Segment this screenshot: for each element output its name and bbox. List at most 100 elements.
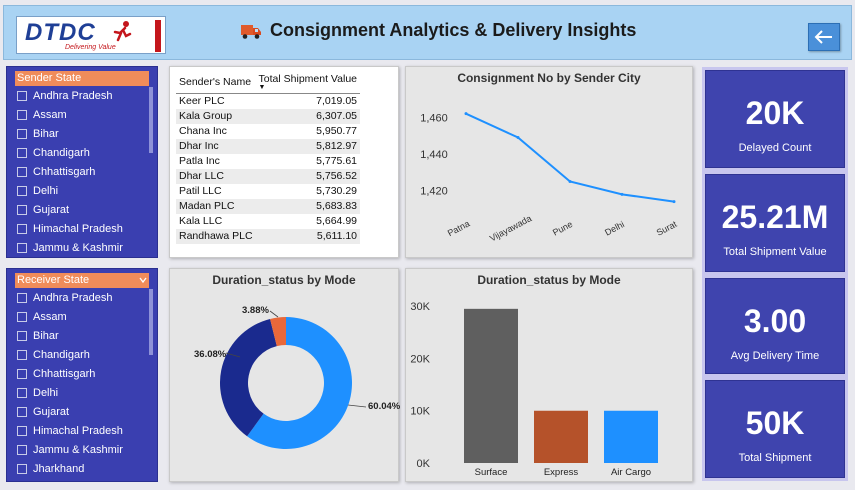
slicer-item[interactable]: Chandigarh [7, 143, 157, 162]
arrow-left-icon [814, 30, 832, 44]
checkbox[interactable] [17, 147, 27, 158]
line-chart: 1,420 1,440 1,460 Patna Vijayawada Pune Delhi S… [420, 112, 679, 244]
checkbox[interactable] [17, 463, 27, 474]
donut-slice[interactable] [219, 318, 277, 437]
sender-name-cell: Patil LLC [179, 185, 222, 197]
checkbox[interactable] [17, 349, 27, 360]
checkbox[interactable] [17, 387, 27, 398]
checkbox[interactable] [17, 185, 27, 196]
sender-name-cell: Randhawa PLC [176, 228, 256, 244]
slicer-item[interactable]: Delhi [7, 181, 157, 200]
receiver-scrollbar[interactable] [149, 289, 153, 355]
y-tick-label: 0K [417, 458, 431, 470]
y-tick-label: 30K [410, 301, 430, 313]
slicer-item-label: Assam [33, 310, 67, 323]
table-row[interactable]: Patil LLC 5,730.29 [176, 184, 360, 199]
shipment-value-cell: 5,730.29 [316, 185, 357, 197]
table-row[interactable]: Dhar Inc 5,812.97 [176, 138, 360, 154]
checkbox[interactable] [17, 128, 27, 139]
slicer-item-label: Gujarat [33, 203, 70, 216]
slicer-item[interactable]: Bihar [7, 124, 157, 143]
checkbox[interactable] [17, 368, 27, 379]
bar[interactable] [464, 308, 518, 463]
slicer-item[interactable]: Chandigarh [7, 345, 157, 364]
y-tick-label: 1,460 [420, 112, 448, 124]
line-point[interactable] [672, 200, 676, 204]
checkbox[interactable] [17, 223, 27, 234]
checkbox[interactable] [17, 444, 27, 455]
sender-name-cell: Dhar Inc [176, 138, 256, 154]
slicer-item[interactable]: Jharkhand [7, 459, 157, 478]
bar[interactable] [604, 410, 658, 463]
sender-scrollbar[interactable] [149, 87, 153, 153]
table-row[interactable]: Kala Group 6,307.05 [176, 108, 360, 124]
checkbox[interactable] [17, 311, 27, 322]
table-row[interactable]: Randhawa PLC 5,611.10 [176, 228, 360, 244]
slicer-item[interactable]: Andhra Pradesh [7, 86, 157, 105]
slicer-item[interactable]: Assam [7, 105, 157, 124]
back-button[interactable] [808, 23, 840, 51]
kpi-label: Total Shipment [738, 452, 812, 464]
slicer-item-label: Bihar [33, 127, 59, 140]
slicer-item[interactable]: Chhattisgarh [7, 364, 157, 383]
table-row[interactable]: Keer PLC 7,019.05 [176, 94, 360, 109]
line-point[interactable] [620, 192, 624, 196]
line-point[interactable] [464, 112, 468, 116]
donut-data-label: 36.08% [194, 349, 227, 360]
table-row[interactable]: Madan PLC 5,683.83 [176, 198, 360, 214]
line-point[interactable] [568, 180, 572, 183]
table-row[interactable]: Chana Inc 5,950.77 [176, 124, 360, 139]
receiver-state-header[interactable]: Receiver State [15, 273, 149, 288]
sender-state-header[interactable]: Sender State [15, 71, 149, 86]
slicer-item[interactable]: Andhra Pradesh [7, 288, 157, 307]
col-total-shipment-value[interactable]: Total Shipment Value ▼ [255, 71, 360, 94]
line-chart-card: Consignment No by Sender City 1,420 1,440… [405, 66, 693, 258]
sender-name-cell: Chana Inc [179, 125, 227, 137]
sort-desc-icon: ▼ [258, 84, 266, 91]
x-tick-label: Patna [446, 218, 471, 238]
slicer-item-label: Andhra Pradesh [33, 291, 113, 304]
checkbox[interactable] [17, 292, 27, 303]
shipment-value-cell: 5,756.52 [255, 168, 360, 184]
receiver-state-list: Andhra Pradesh Assam Bihar Chandigarh Chhatt… [7, 288, 157, 478]
checkbox[interactable] [17, 330, 27, 341]
checkbox[interactable] [17, 166, 27, 177]
slicer-item[interactable]: Himachal Pradesh [7, 219, 157, 238]
checkbox[interactable] [17, 109, 27, 120]
slicer-item[interactable]: Delhi [7, 383, 157, 402]
shipment-value-cell: 5,775.61 [316, 155, 357, 167]
slicer-item[interactable]: Himachal Pradesh [7, 421, 157, 440]
checkbox[interactable] [17, 90, 27, 101]
slicer-item[interactable]: Assam [7, 307, 157, 326]
col-sender-name[interactable]: Sender's Name [176, 71, 256, 94]
chevron-down-icon[interactable] [139, 276, 147, 284]
table-row[interactable]: Dhar LLC 5,756.52 [176, 168, 360, 184]
slicer-item[interactable]: Bihar [7, 326, 157, 345]
line-point[interactable] [516, 136, 520, 139]
sender-name-cell: Keer PLC [179, 95, 225, 108]
y-tick-label: 1,420 [420, 186, 448, 198]
donut-slice[interactable] [247, 317, 352, 449]
receiver-state-slicer: Receiver State Andhra Pradesh Assam Bihar C… [6, 268, 158, 482]
checkbox[interactable] [17, 425, 27, 436]
bar[interactable] [534, 410, 588, 463]
checkbox[interactable] [17, 242, 27, 253]
slicer-item[interactable]: Gujarat [7, 402, 157, 421]
line-series[interactable] [465, 112, 675, 203]
checkbox[interactable] [17, 204, 27, 215]
table-row[interactable]: Patla Inc 5,775.61 [176, 154, 360, 169]
slicer-item[interactable]: Chhattisgarh [7, 162, 157, 181]
donut-slice[interactable] [270, 317, 286, 347]
kpi-delayed-count: 20K Delayed Count [705, 70, 845, 168]
slicer-item[interactable]: Gujarat [7, 200, 157, 219]
slicer-item[interactable]: Jammu & Kashmir [7, 238, 157, 257]
donut-data-label: 3.88% [242, 305, 269, 316]
x-tick-label: Air Cargo [611, 467, 651, 478]
leader-line [225, 352, 241, 358]
kpi-label: Delayed Count [738, 142, 812, 154]
slicer-item[interactable]: Jammu & Kashmir [7, 440, 157, 459]
slicer-item-label: Himachal Pradesh [33, 222, 123, 235]
checkbox[interactable] [17, 406, 27, 417]
table-row[interactable]: Kala LLC 5,664.99 [176, 214, 360, 229]
line-chart-title: Consignment No by Sender City [457, 71, 641, 85]
